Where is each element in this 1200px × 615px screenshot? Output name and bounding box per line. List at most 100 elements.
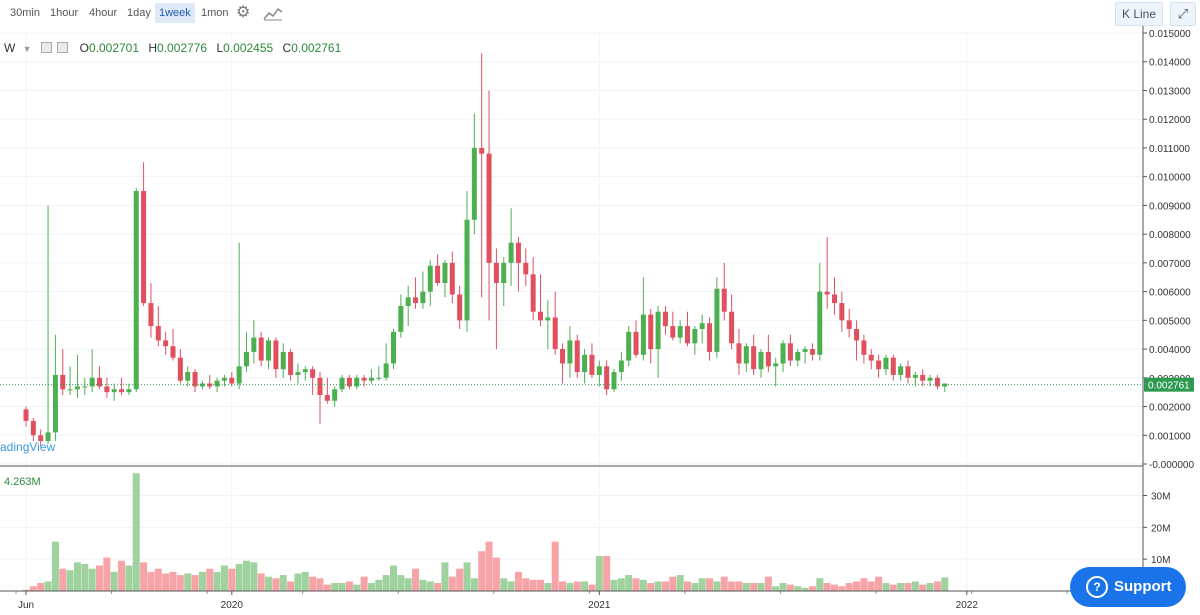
volume-bar <box>507 581 515 591</box>
settings-toggle-icon[interactable] <box>40 42 52 53</box>
open-key: O <box>79 41 89 55</box>
candle-body <box>74 386 80 390</box>
volume-bar <box>243 560 250 591</box>
candle-body <box>185 372 191 381</box>
candle-body <box>126 389 132 393</box>
candle-body <box>339 377 345 390</box>
volume-bar <box>404 578 412 591</box>
candle-body <box>354 377 360 387</box>
candle-body <box>244 351 249 367</box>
volume-bar <box>500 578 508 591</box>
candle-body <box>883 357 889 370</box>
candle-body <box>493 262 499 283</box>
volume-bar <box>81 563 89 591</box>
timeframe-1hour[interactable]: 1hour <box>50 7 79 19</box>
volume-tick-label: 10M <box>1151 555 1170 566</box>
volume-value-label: 4.263M <box>4 476 41 488</box>
candle-body <box>618 360 624 373</box>
gear-icon[interactable]: ⚙ <box>236 4 251 21</box>
timeframe-1week[interactable]: 1week <box>155 3 195 23</box>
volume-bar <box>750 583 758 591</box>
volume-bar <box>919 584 927 591</box>
candle-body <box>655 311 661 350</box>
candle-body <box>82 386 88 388</box>
candle-body <box>420 291 426 304</box>
candle-body <box>640 314 646 355</box>
price-tick-label: 0.011000 <box>1149 144 1190 155</box>
volume-bar <box>316 578 324 591</box>
volume-bar <box>720 576 728 591</box>
candle-body <box>824 291 830 295</box>
chart-indicator-icon[interactable] <box>263 5 283 21</box>
candle-body <box>376 377 382 379</box>
volume-bar <box>684 581 691 591</box>
candle-body <box>280 351 286 370</box>
volume-bar <box>478 551 486 591</box>
candle-body <box>795 351 801 361</box>
candle-body <box>332 389 338 401</box>
candle-body <box>266 340 272 361</box>
volume-bar <box>272 578 280 591</box>
candle-body <box>523 262 529 275</box>
volume-bar <box>588 584 596 591</box>
candle-body <box>854 328 860 341</box>
volume-bar <box>235 563 243 591</box>
last-price-label: 0.002761 <box>1148 381 1190 392</box>
candle-body <box>596 366 602 375</box>
timeframe-1mon[interactable]: 1mon <box>201 7 229 19</box>
volume-bar <box>875 576 883 591</box>
candle-body <box>361 377 367 381</box>
expand-icon[interactable]: ⤢ <box>1170 2 1196 26</box>
volume-bar <box>742 583 750 591</box>
candle-body <box>45 432 51 442</box>
candle-body <box>288 351 294 375</box>
volume-bar <box>198 571 206 591</box>
candle-body <box>97 377 102 387</box>
timeframe-4hour[interactable]: 4hour <box>89 7 118 19</box>
symbol-label[interactable]: W <box>4 41 16 55</box>
volume-bar <box>96 565 103 591</box>
volume-bar <box>853 581 861 591</box>
candle-body <box>346 377 352 387</box>
candle-body <box>714 288 720 352</box>
volume-bar <box>353 584 361 591</box>
volume-bar <box>213 571 221 591</box>
volume-bar <box>801 587 809 591</box>
time-tick-label: 2022 <box>956 600 979 611</box>
low-value: 0.002455 <box>223 41 274 55</box>
timeframe-1day[interactable]: 1day <box>127 7 151 19</box>
candle-body <box>229 377 235 384</box>
candle-body <box>758 351 764 370</box>
volume-bar <box>37 583 45 591</box>
candle-body <box>912 374 918 378</box>
candle-body <box>530 274 536 312</box>
volume-bar <box>470 578 478 591</box>
candle-body <box>743 346 749 364</box>
price-tick-label: 0.002000 <box>1149 403 1191 414</box>
candle-body <box>633 331 639 355</box>
support-button[interactable]: ? Support <box>1070 567 1186 607</box>
last-price-badge <box>1144 377 1194 392</box>
timeframe-30min[interactable]: 30min <box>10 7 40 19</box>
volume-bar <box>632 578 640 591</box>
candle-body <box>567 340 573 364</box>
kline-button[interactable]: K Line <box>1115 2 1163 26</box>
volume-bar <box>779 583 787 591</box>
candle-body <box>155 326 161 341</box>
candle-body <box>670 326 676 338</box>
volume-bar <box>456 568 464 591</box>
volume-bar <box>941 577 949 591</box>
visibility-toggle-icon[interactable] <box>57 42 69 53</box>
volume-bar <box>434 583 442 591</box>
price-tick-label: 0.010000 <box>1149 173 1191 184</box>
symbol-dropdown-icon[interactable]: ▼ <box>22 44 32 54</box>
candle-body <box>449 262 455 295</box>
candle-body <box>832 294 837 304</box>
volume-bar <box>794 586 802 591</box>
candle-body <box>905 366 911 378</box>
candle-body <box>141 191 147 304</box>
volume-bar <box>345 581 353 591</box>
price-tick-label: 0.009000 <box>1149 201 1191 212</box>
candle-body <box>464 219 470 321</box>
